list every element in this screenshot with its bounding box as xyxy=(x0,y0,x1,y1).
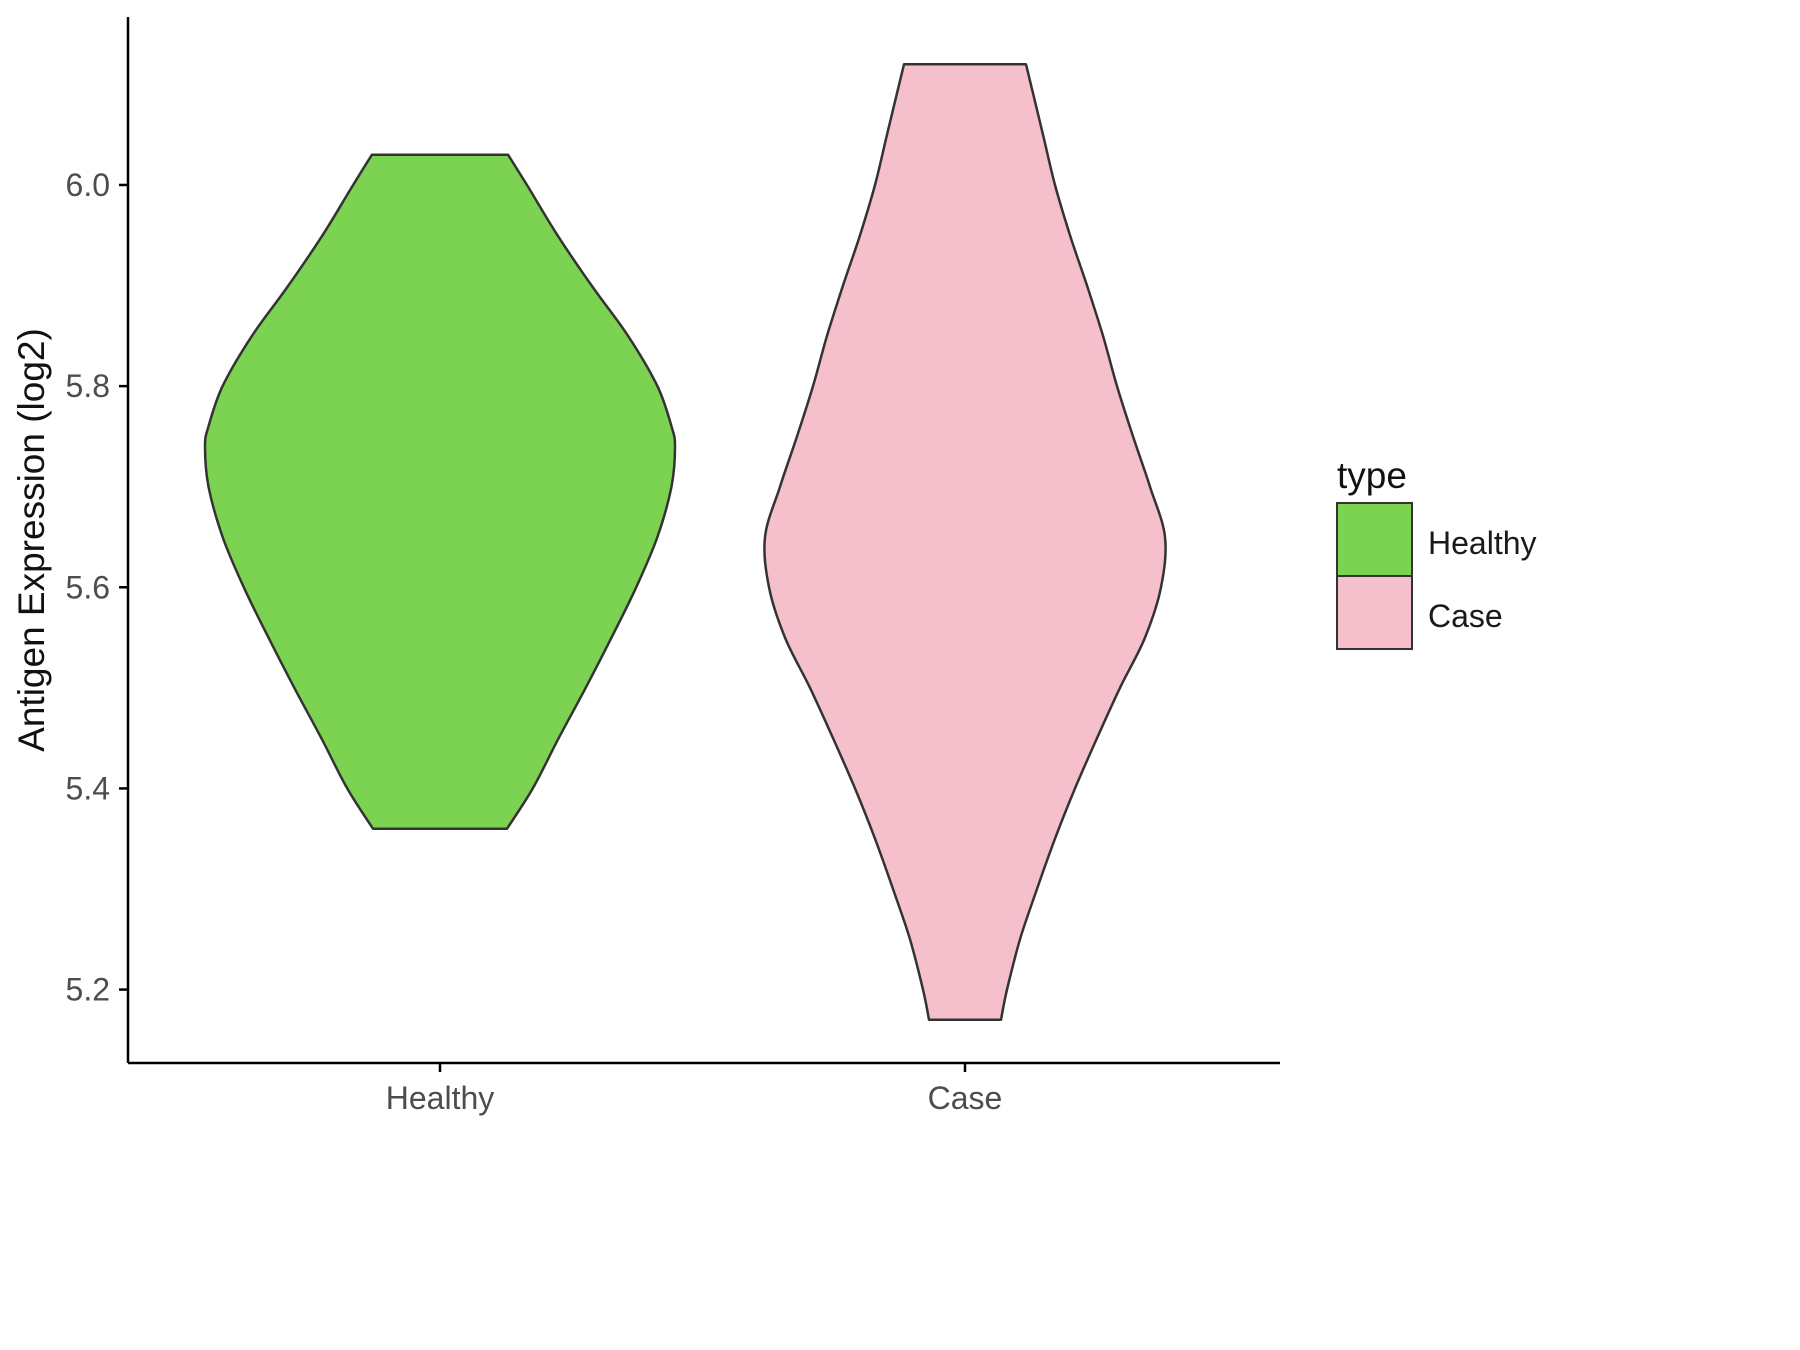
ticks-layer: 5.2 5.4 5.6 5.8 6.0 Healthy Case xyxy=(66,167,1003,1116)
violin-healthy[interactable] xyxy=(203,153,677,830)
legend-label-case: Case xyxy=(1428,598,1503,634)
legend-title: type xyxy=(1337,455,1407,496)
y-tick-label: 6.0 xyxy=(66,167,110,203)
legend-key-healthy[interactable] xyxy=(1336,502,1413,577)
legend-key-case[interactable] xyxy=(1336,575,1413,650)
y-tick-label: 5.6 xyxy=(66,569,110,605)
violins-layer xyxy=(203,63,1167,1022)
x-category-label-healthy: Healthy xyxy=(386,1080,495,1116)
y-tick-label: 5.2 xyxy=(66,972,110,1008)
legend: type Healthy Case xyxy=(1336,455,1537,650)
x-category-label-case: Case xyxy=(928,1080,1003,1116)
y-tick-label: 5.8 xyxy=(66,368,110,404)
violin-case[interactable] xyxy=(763,63,1167,1022)
legend-label-healthy: Healthy xyxy=(1428,525,1537,561)
axes-layer xyxy=(126,17,1280,1065)
y-tick-label: 5.4 xyxy=(66,770,110,806)
y-axis-title: Antigen Expression (log2) xyxy=(11,328,52,752)
